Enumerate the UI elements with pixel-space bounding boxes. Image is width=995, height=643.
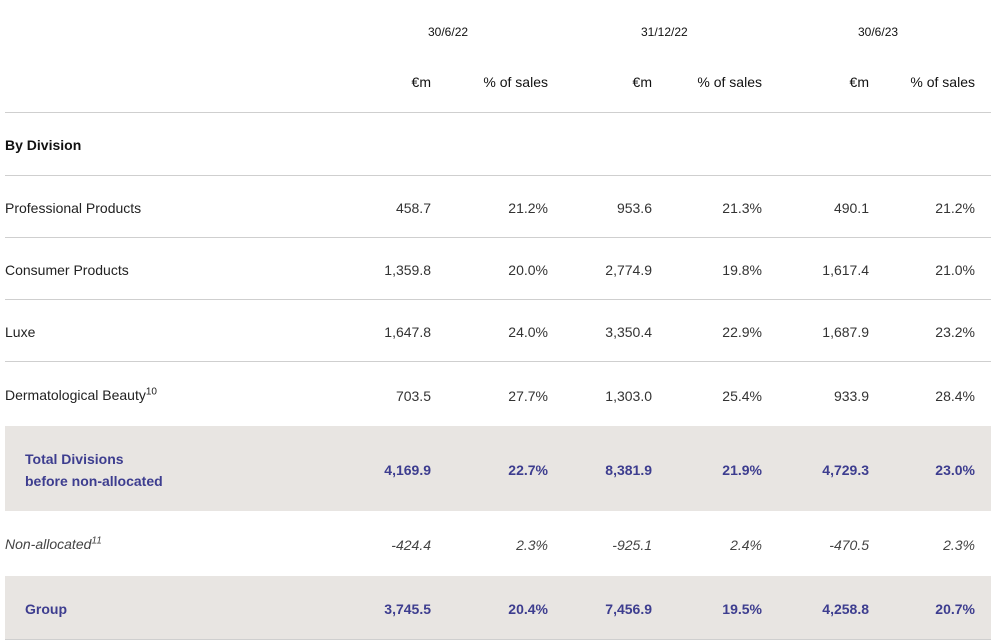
cell-value: 1,359.8 [384, 262, 431, 278]
row-divider [5, 361, 991, 362]
cell-value: 490.1 [833, 200, 869, 216]
cell-value: 1,303.0 [605, 388, 652, 404]
col-header-pct-3: % of sales [910, 74, 975, 90]
cell-value: 953.6 [616, 200, 652, 216]
cell-value: 20.0% [508, 262, 548, 278]
table-bottom-rule [5, 639, 991, 640]
cell-value: 19.5% [722, 601, 762, 617]
row-divider [5, 299, 991, 300]
cell-value: 21.2% [508, 200, 548, 216]
cell-value: 21.3% [722, 200, 762, 216]
cell-value: 2.3% [516, 537, 548, 553]
cell-value: 24.0% [508, 324, 548, 340]
cell-value: 21.9% [722, 462, 762, 478]
cell-value: 8,381.9 [605, 462, 652, 478]
cell-value: -424.4 [391, 537, 431, 553]
total-row-band [5, 426, 991, 511]
cell-value: 4,729.3 [822, 462, 869, 478]
period-date-2: 31/12/22 [641, 25, 688, 39]
cell-value: -925.1 [612, 537, 652, 553]
col-header-unit-3: €m [849, 74, 869, 90]
row-label-line-2: before non-allocated [25, 473, 163, 489]
cell-value: 27.7% [508, 388, 548, 404]
cell-value: 7,456.9 [605, 601, 652, 617]
header-divider [5, 112, 991, 113]
cell-value: 3,350.4 [605, 324, 652, 340]
cell-value: 3,745.5 [384, 601, 431, 617]
footnote-ref: 11 [91, 535, 102, 547]
cell-value: -470.5 [829, 537, 869, 553]
period-date-1: 30/6/22 [428, 25, 469, 39]
period-date-3: 30/6/23 [858, 25, 899, 39]
cell-value: 20.7% [935, 601, 975, 617]
cell-value: 23.2% [935, 324, 975, 340]
cell-value: 28.4% [935, 388, 975, 404]
section-title: By Division [5, 137, 82, 153]
cell-value: 2.3% [943, 537, 975, 553]
cell-value: 23.0% [935, 462, 975, 478]
row-label: Dermatological Beauty10 [5, 386, 157, 403]
cell-value: 1,647.8 [384, 324, 431, 340]
row-label: Professional Products [5, 200, 142, 216]
row-label: Group [25, 601, 67, 617]
col-header-pct-1: % of sales [483, 74, 548, 90]
cell-value: 4,258.8 [822, 601, 869, 617]
cell-value: 1,617.4 [822, 262, 869, 278]
row-label: Luxe [5, 324, 36, 340]
cell-value: 25.4% [722, 388, 762, 404]
row-label: Non-allocated11 [5, 535, 102, 552]
col-header-unit-2: €m [632, 74, 652, 90]
cell-value: 458.7 [395, 200, 431, 216]
cell-value: 21.2% [935, 200, 975, 216]
cell-value: 22.9% [722, 324, 762, 340]
row-label: Total Divisions [25, 451, 124, 467]
col-header-unit-1: €m [411, 74, 431, 90]
cell-value: 2,774.9 [605, 262, 652, 278]
cell-value: 4,169.9 [384, 462, 431, 478]
footnote-ref: 10 [145, 386, 157, 398]
row-divider [5, 237, 991, 238]
col-header-pct-2: % of sales [697, 74, 762, 90]
row-divider [5, 175, 991, 176]
cell-value: 21.0% [935, 262, 975, 278]
cell-value: 19.8% [722, 262, 762, 278]
cell-value: 1,687.9 [822, 324, 869, 340]
cell-value: 20.4% [508, 601, 548, 617]
group-row-band [5, 576, 991, 639]
row-label: Consumer Products [5, 262, 129, 278]
cell-value: 22.7% [508, 462, 548, 478]
cell-value: 933.9 [833, 388, 869, 404]
cell-value: 2.4% [730, 537, 762, 553]
cell-value: 703.5 [395, 388, 431, 404]
